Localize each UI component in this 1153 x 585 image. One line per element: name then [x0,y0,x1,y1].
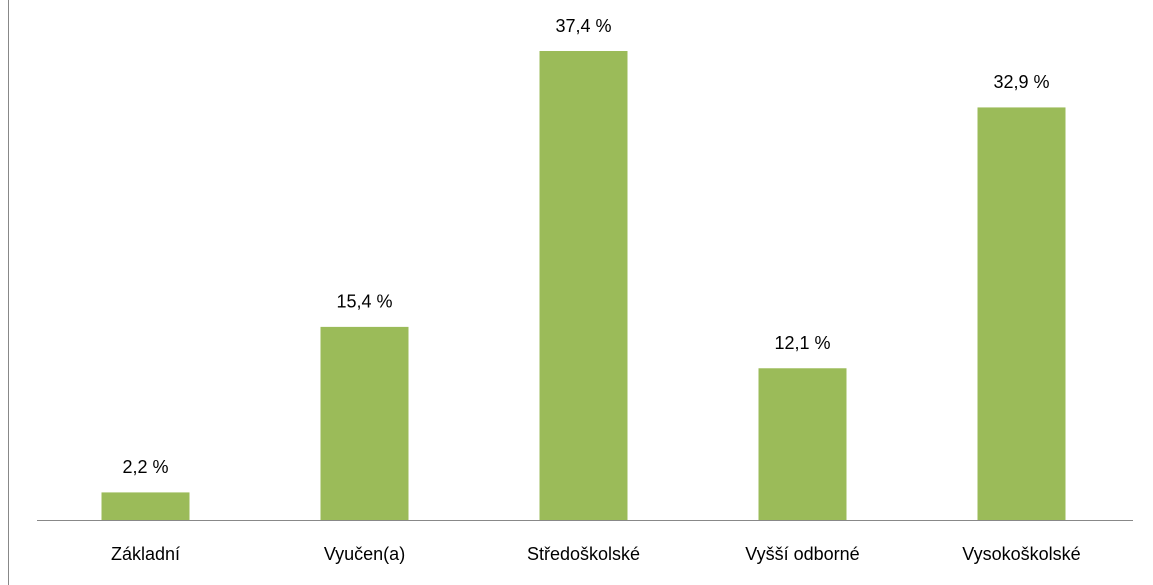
x-tick-label: Základní [111,544,180,564]
x-tick-label: Středoškolské [527,544,640,564]
x-tick-label: Vyučen(a) [324,544,405,564]
value-label: 32,9 % [993,72,1049,92]
value-label: 12,1 % [774,333,830,353]
bar [320,326,409,520]
bar [539,51,628,520]
value-label: 2,2 % [122,457,168,477]
bar [101,492,190,520]
bar [758,368,847,520]
bar [977,107,1066,520]
x-tick-label: Vysokoškolské [962,544,1080,564]
value-label: 37,4 % [555,16,611,36]
x-tick-label: Vyšší odborné [745,544,859,564]
value-label: 15,4 % [336,292,392,312]
